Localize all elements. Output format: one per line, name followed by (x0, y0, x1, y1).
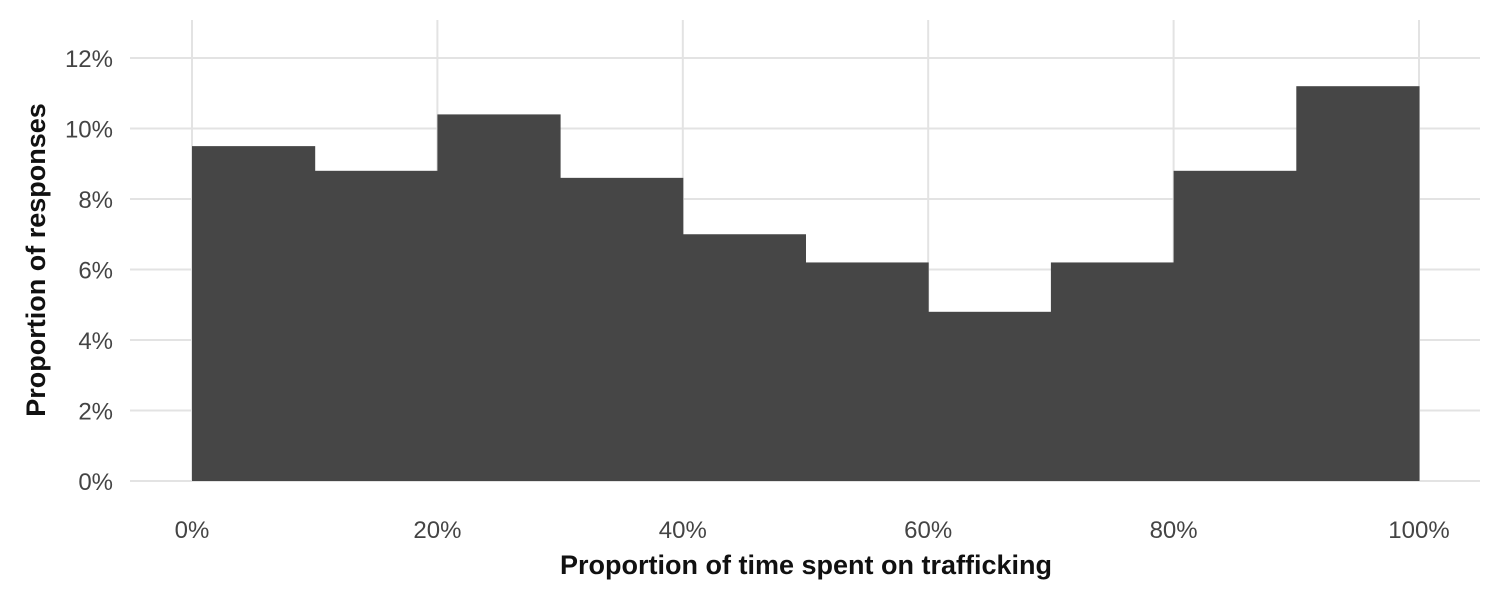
histogram-bar (1296, 86, 1420, 481)
x-tick-label: 0% (175, 517, 210, 544)
y-tick-label: 8% (78, 187, 113, 214)
y-tick-label: 4% (78, 328, 113, 355)
x-axis-ticks: 0% 20% 40% 60% 80% 100% (175, 517, 1450, 544)
histogram-bar (1050, 262, 1175, 481)
histogram-bar (192, 146, 316, 481)
y-axis-ticks: 0% 2% 4% 6% 8% 10% 12% (65, 46, 113, 496)
histogram-bar (928, 311, 1052, 481)
y-tick-label: 6% (78, 258, 113, 285)
y-axis-title: Proportion of responses (21, 103, 51, 417)
x-tick-label: 40% (659, 517, 707, 544)
x-axis-title: Proportion of time spent on trafficking (560, 550, 1052, 580)
y-tick-label: 0% (78, 469, 113, 496)
histogram-bar (805, 262, 929, 481)
histogram-bar (560, 177, 684, 481)
x-tick-label: 20% (413, 517, 461, 544)
y-tick-label: 2% (78, 399, 113, 426)
y-tick-label: 12% (65, 46, 113, 73)
x-tick-label: 80% (1150, 517, 1198, 544)
x-tick-label: 60% (904, 517, 952, 544)
histogram-bar (314, 170, 438, 482)
histogram-bar (1173, 170, 1297, 482)
histogram-bar (437, 114, 561, 482)
y-tick-label: 10% (65, 117, 113, 144)
histogram-bar (682, 234, 806, 481)
x-tick-label: 100% (1388, 517, 1449, 544)
histogram-bars (192, 86, 1420, 482)
